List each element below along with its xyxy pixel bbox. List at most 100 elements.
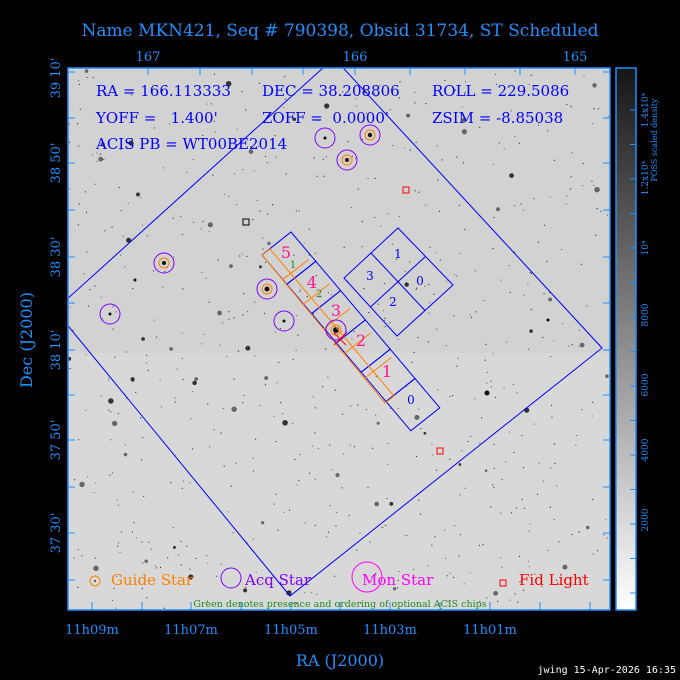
star [110,411,112,413]
star [104,230,106,232]
star [582,162,584,165]
star [435,252,437,254]
star [598,108,600,110]
star [361,220,363,223]
bright-star [345,158,349,162]
legend-guide: Guide Star [111,571,194,589]
star [86,76,88,78]
star [494,73,497,76]
star [252,538,254,540]
star [493,590,498,596]
star [86,251,88,253]
colorbar-tick-0: 2000 [641,508,651,531]
star [543,292,545,295]
star [267,241,271,246]
star [116,499,119,501]
star [382,309,385,312]
star [374,216,376,219]
star [361,120,363,122]
star [245,586,247,588]
guide-star-marker [261,283,273,295]
star [537,124,540,126]
star [239,255,241,257]
star [256,199,258,202]
star [414,414,420,420]
star [372,447,374,449]
acq-star-marker [336,149,358,171]
star [569,188,572,190]
star [241,253,244,255]
star [273,415,275,417]
star [533,423,535,425]
star [298,479,300,482]
star [365,408,367,411]
star [314,478,316,480]
star [264,155,267,158]
star [255,438,257,440]
star [404,270,406,273]
star [578,345,580,348]
star [253,170,255,172]
star [206,103,208,105]
star [228,195,230,197]
star [360,602,362,605]
star [108,379,110,381]
star [348,514,350,517]
star [425,103,427,105]
star [201,272,203,274]
star [99,153,102,155]
readout-divider [364,357,392,379]
star [242,402,244,404]
star [313,312,315,315]
star [436,145,439,147]
star [522,589,525,591]
star [331,294,333,296]
star [509,173,514,178]
star [424,285,426,287]
star [233,378,235,380]
star [173,256,175,258]
star [549,506,551,508]
y-tick-2: 38 30' [49,237,64,278]
star [317,447,319,450]
star [406,534,408,537]
star [252,470,255,472]
info-acis-pb: ACIS PB = WT00BE2014 [95,135,287,153]
star [144,559,148,564]
colorbar-tick-3: 8000 [641,303,651,326]
star [299,453,301,456]
star [437,179,439,181]
star [252,219,254,221]
star [189,568,191,570]
star [314,524,316,526]
star [114,607,117,609]
star [96,152,98,154]
star [368,312,370,314]
star [521,498,523,500]
star [189,482,191,484]
star [431,443,433,445]
star [427,341,430,343]
star [414,190,416,192]
guide-star-marker [364,129,376,141]
star [397,579,399,582]
star [537,241,540,243]
star [210,103,212,105]
star [542,480,544,482]
star [519,581,521,583]
star [593,184,595,187]
star [273,503,275,505]
star [206,600,208,602]
star [110,439,112,441]
star [530,308,532,310]
bright-star [546,318,550,322]
star [141,224,144,226]
star [453,576,455,578]
star [383,282,385,285]
acq-star-legend-icon [220,567,242,589]
star [528,530,530,532]
optional-chips-note: Green denotes presence and ordering of o… [193,599,486,610]
star [96,160,98,162]
star [464,91,466,93]
bright-star [133,278,137,282]
